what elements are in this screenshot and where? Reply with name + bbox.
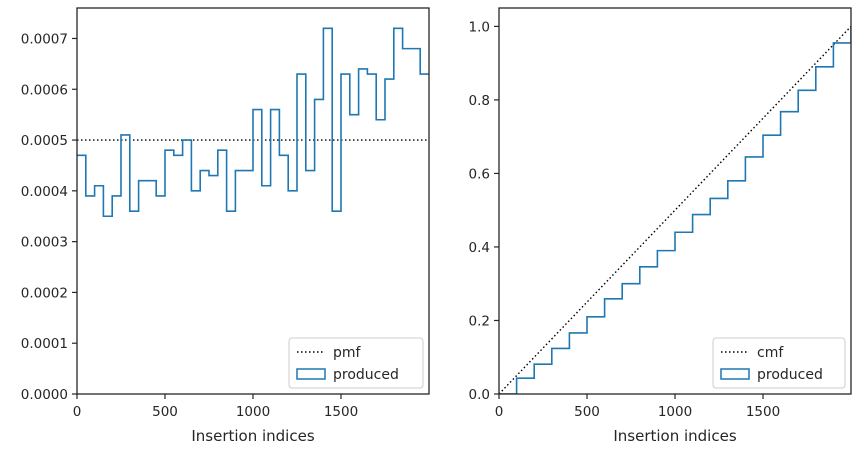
y-tick-label: 0.2 <box>469 313 490 329</box>
x-axis-label: Insertion indices <box>191 427 314 445</box>
y-tick-label: 0.0005 <box>21 133 68 149</box>
legend-swatch-produced <box>720 368 750 380</box>
x-tick-label: 1000 <box>658 404 692 420</box>
series-line-produced <box>77 27 429 218</box>
y-tick-label: 1.0 <box>469 19 490 35</box>
x-tick-label: 0 <box>495 404 504 420</box>
plot-area <box>499 25 851 394</box>
legend-box <box>712 337 846 389</box>
y-tick-label: 0.0000 <box>21 387 68 403</box>
y-tick-label: 0.0003 <box>21 235 68 251</box>
x-tick-label: 500 <box>152 404 178 420</box>
y-tick-label: 0.0002 <box>21 285 68 301</box>
y-tick-label: 0.6 <box>469 166 490 182</box>
y-tick-label: 0.0007 <box>21 31 68 47</box>
y-tick-label: 0.0 <box>469 387 490 403</box>
x-tick-label: 1500 <box>324 404 358 420</box>
plot-area <box>77 27 429 218</box>
legend: cmf produced <box>712 337 846 389</box>
y-tick-label: 0.0001 <box>21 336 68 352</box>
y-tick-label: 0.0004 <box>21 184 68 200</box>
y-tick-label: 0.4 <box>469 240 490 256</box>
legend-box <box>288 337 424 389</box>
x-tick-label: 500 <box>574 404 600 420</box>
legend-swatch-produced <box>296 368 326 380</box>
legend-label-produced: produced <box>333 367 399 383</box>
x-tick-label: 0 <box>73 404 82 420</box>
x-tick-label: 1500 <box>746 404 780 420</box>
series-line-produced <box>499 26 851 394</box>
series-line-cmf <box>499 25 851 394</box>
x-axis-label: Insertion indices <box>613 427 736 445</box>
x-tick-label: 1000 <box>236 404 270 420</box>
left-panel-pmf: 0 500 1000 1500 0.0000 0.0001 0.0002 0.0003 0.00… <box>21 7 430 445</box>
legend: pmf produced <box>288 337 424 389</box>
legend-label-pmf: pmf <box>333 345 362 361</box>
legend-label-cmf: cmf <box>757 345 784 361</box>
y-tick-label: 0.8 <box>469 93 490 109</box>
right-panel-cmf: 0 500 1000 1500 0.0 0.2 0.4 0.6 0.8 1.0 Insertion … <box>469 7 852 445</box>
y-tick-label: 0.0006 <box>21 82 68 98</box>
legend-label-produced: produced <box>757 367 823 383</box>
